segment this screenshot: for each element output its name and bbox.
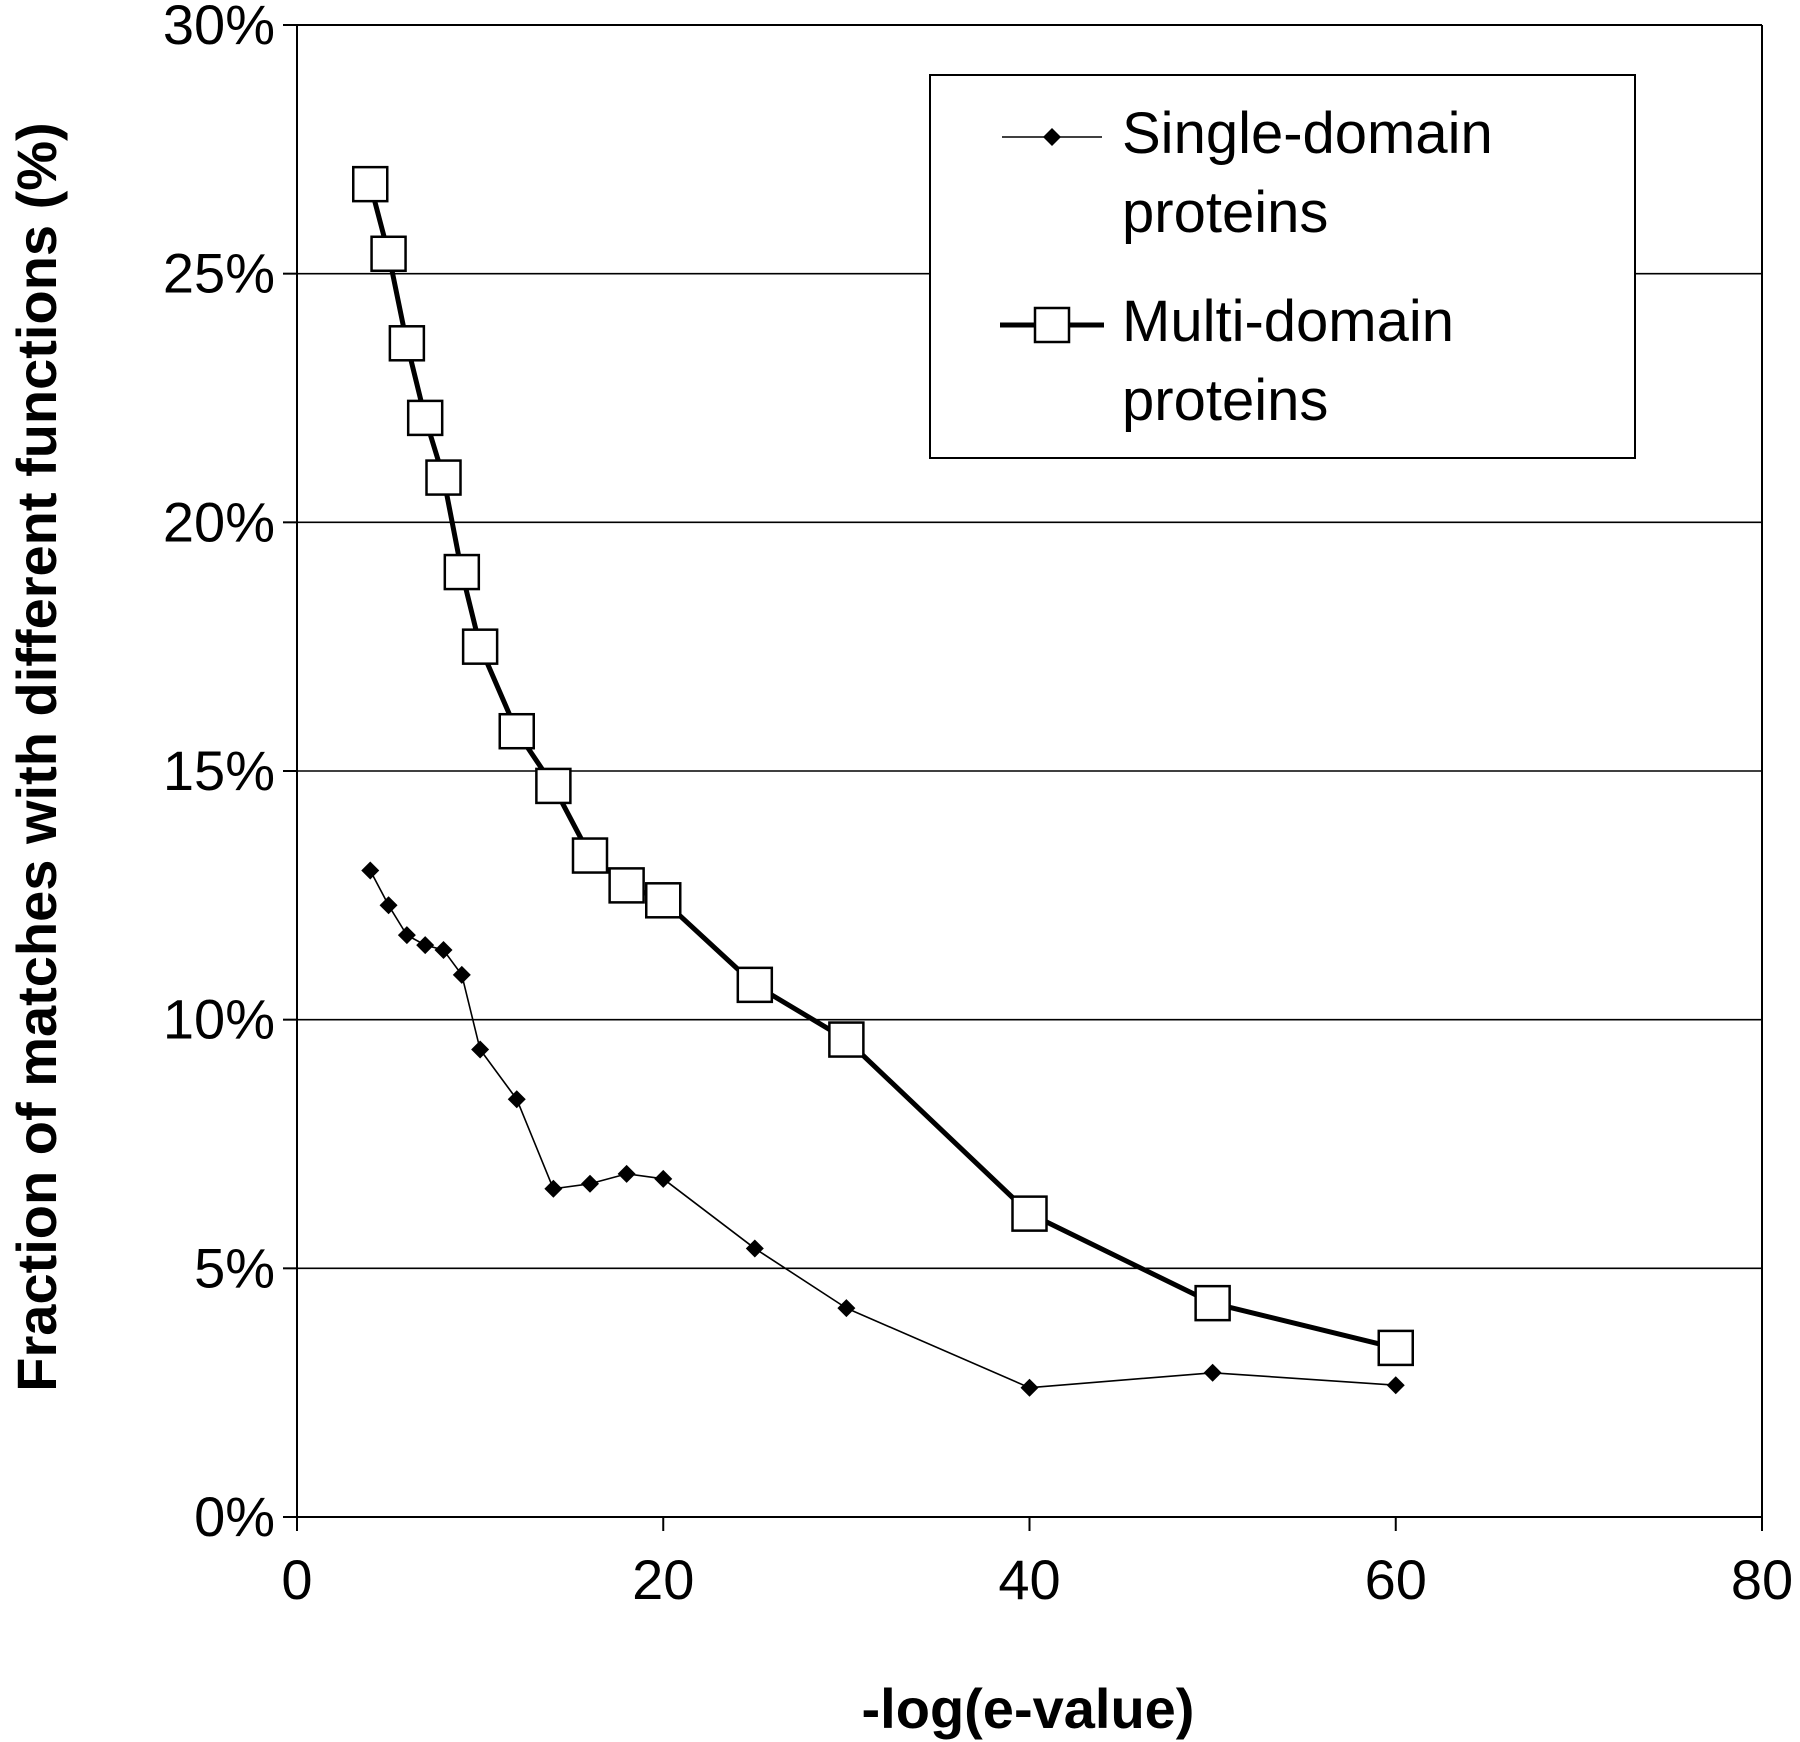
legend-label-multi-domain-line2: proteins [1122, 368, 1328, 433]
point-multi-domain-9 [571, 837, 609, 874]
point-multi-domain-0 [352, 165, 389, 203]
legend-label-single-domain-line1: Single-domain [1122, 101, 1493, 166]
point-single-domain-3 [416, 936, 435, 955]
point-single-domain-11 [654, 1169, 673, 1188]
axes [283, 24, 1763, 1531]
point-single-domain-13 [837, 1299, 856, 1318]
point-single-domain-14 [1020, 1378, 1039, 1397]
legend-label-multi-domain-line1: Multi-domain [1122, 289, 1454, 354]
point-multi-domain-13 [828, 1021, 865, 1058]
point-multi-domain-8 [535, 767, 572, 805]
point-single-domain-8 [544, 1179, 563, 1198]
series-multi-domain [352, 165, 1414, 1367]
point-single-domain-6 [471, 1040, 490, 1059]
y-tick-label-15: 15% [163, 739, 275, 802]
y-tick-label-25: 25% [163, 242, 275, 305]
x-tick-label-60: 60 [1365, 1548, 1427, 1611]
legend: Single-domain proteins Multi-domain prot… [929, 74, 1636, 459]
point-single-domain-2 [397, 926, 416, 945]
legend-sample-single-domain [1002, 128, 1102, 146]
x-tick-label-80: 80 [1731, 1548, 1793, 1611]
x-tick-label-0: 0 [281, 1548, 312, 1611]
point-multi-domain-6 [461, 628, 499, 665]
point-multi-domain-11 [645, 882, 682, 919]
x-tick-label-20: 20 [632, 1548, 694, 1611]
y-tick-label-5: 5% [194, 1236, 275, 1299]
y-tick-label-20: 20% [163, 490, 275, 553]
y-axis-title: Fraction of matches with different funct… [5, 122, 68, 1391]
y-tick-label-10: 10% [163, 988, 275, 1051]
point-multi-domain-4 [425, 459, 462, 496]
tick-labels: 0% 5% 10% 15% 20% 25% 30% 0 20 40 60 80 [163, 0, 1793, 1611]
point-single-domain-16 [1386, 1376, 1405, 1395]
y-tick-label-30: 30% [163, 0, 275, 56]
point-multi-domain-14 [1011, 1195, 1048, 1232]
x-axis-title: -log(e-value) [862, 1677, 1195, 1740]
point-single-domain-10 [617, 1164, 636, 1183]
legend-marker-single-domain [1043, 128, 1061, 146]
series-layer [352, 165, 1414, 1397]
legend-label-single-domain-line2: proteins [1122, 180, 1328, 245]
point-multi-domain-3 [406, 399, 444, 437]
point-single-domain-4 [434, 941, 453, 960]
point-multi-domain-7 [498, 712, 535, 750]
point-multi-domain-1 [370, 235, 407, 273]
point-single-domain-12 [745, 1239, 764, 1258]
legend-sample-multi-domain [1000, 306, 1104, 344]
point-multi-domain-12 [736, 966, 774, 1004]
point-single-domain-5 [452, 965, 471, 984]
point-multi-domain-16 [1377, 1329, 1414, 1367]
point-single-domain-7 [507, 1090, 526, 1109]
point-single-domain-0 [361, 861, 380, 880]
point-single-domain-9 [581, 1174, 599, 1193]
x-tick-label-40: 40 [998, 1548, 1060, 1611]
point-multi-domain-15 [1194, 1284, 1231, 1322]
point-multi-domain-5 [443, 553, 481, 591]
point-single-domain-1 [379, 896, 398, 915]
point-single-domain-15 [1203, 1363, 1222, 1382]
point-multi-domain-2 [388, 325, 426, 362]
point-multi-domain-10 [608, 867, 645, 904]
series-single-domain [361, 861, 1405, 1397]
legend-marker-multi-domain [1033, 306, 1071, 344]
y-tick-label-0: 0% [194, 1485, 275, 1548]
